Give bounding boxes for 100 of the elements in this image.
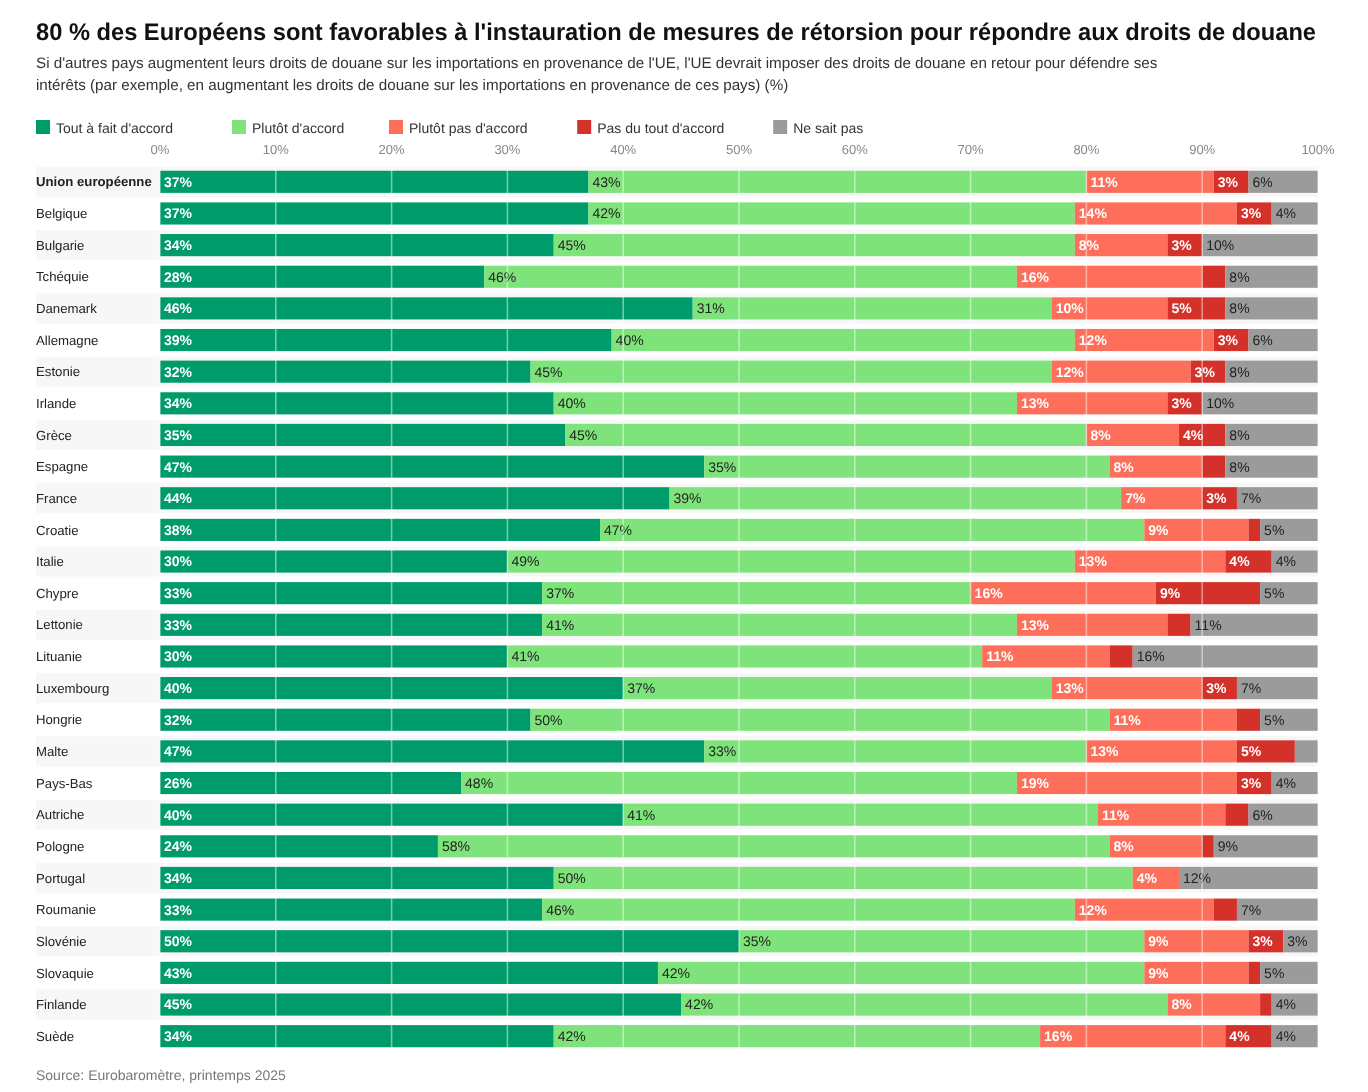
bar xyxy=(160,582,543,605)
bar xyxy=(1248,803,1318,826)
chart-title: 80 % des Européens sont favorables à l'instauration de mesures de rétorsion pour répondre aux droits de douane xyxy=(36,18,1335,46)
bar xyxy=(1109,708,1237,731)
bar xyxy=(1074,234,1168,257)
bar xyxy=(1074,328,1214,352)
bar xyxy=(1086,740,1237,763)
bar xyxy=(542,898,1075,921)
bar xyxy=(1086,170,1214,193)
bar xyxy=(970,582,1156,605)
bar xyxy=(1051,360,1191,383)
bar xyxy=(1051,297,1168,320)
bar xyxy=(1121,487,1203,510)
bar xyxy=(1040,1025,1226,1048)
bar xyxy=(160,487,670,510)
bar xyxy=(1109,455,1203,478)
bar xyxy=(1086,423,1180,447)
bar xyxy=(739,930,1145,953)
bar xyxy=(437,835,1110,858)
bar xyxy=(623,803,1098,826)
bar xyxy=(530,360,1052,383)
bar xyxy=(160,202,589,225)
bar xyxy=(1167,613,1191,636)
bar xyxy=(160,613,543,636)
bar xyxy=(553,392,1017,415)
bar xyxy=(1074,550,1226,573)
bar xyxy=(1225,297,1318,320)
bar xyxy=(160,645,508,668)
bar xyxy=(553,1025,1041,1048)
bar xyxy=(1202,265,1226,288)
bar xyxy=(588,202,1075,225)
bar xyxy=(1202,234,1318,257)
bar xyxy=(507,645,983,668)
bar xyxy=(1213,835,1318,858)
bar xyxy=(1248,170,1318,193)
bar xyxy=(1016,613,1168,636)
bar xyxy=(1248,518,1261,541)
bar xyxy=(160,170,589,193)
bar xyxy=(1225,455,1318,478)
bar xyxy=(160,1025,554,1048)
bar xyxy=(160,392,554,415)
bar xyxy=(160,930,739,953)
bar xyxy=(160,360,531,383)
bar xyxy=(160,898,543,921)
bar xyxy=(160,708,531,731)
bar xyxy=(1202,835,1214,858)
bar xyxy=(160,835,438,858)
bar xyxy=(160,265,485,288)
bar xyxy=(1202,392,1318,415)
bar xyxy=(1271,202,1318,225)
bar xyxy=(704,455,1110,478)
bar xyxy=(1074,202,1237,225)
bar xyxy=(1236,487,1318,510)
bar xyxy=(1051,677,1203,700)
bar xyxy=(1271,550,1318,573)
bar xyxy=(1225,423,1318,447)
bar xyxy=(1202,455,1226,478)
bar xyxy=(1109,835,1203,858)
bar xyxy=(1074,898,1214,921)
bar xyxy=(1016,265,1203,288)
bar xyxy=(1248,328,1318,352)
bar xyxy=(160,961,658,984)
bar xyxy=(982,645,1110,668)
bar xyxy=(160,866,554,890)
bar xyxy=(623,677,1052,700)
bar xyxy=(704,740,1087,763)
bar xyxy=(542,582,971,605)
bar xyxy=(160,423,566,447)
bar xyxy=(1155,582,1261,605)
bar xyxy=(1016,392,1168,415)
bar xyxy=(160,740,705,763)
bar xyxy=(1190,613,1318,636)
bar xyxy=(530,708,1110,731)
bar xyxy=(553,234,1075,257)
bar xyxy=(160,518,601,541)
bar xyxy=(1109,645,1133,668)
bar xyxy=(1016,771,1237,795)
bar xyxy=(1144,930,1249,953)
bar xyxy=(1225,360,1318,383)
bar xyxy=(1236,898,1318,921)
bar xyxy=(1132,645,1318,668)
bar xyxy=(1097,803,1226,826)
bar xyxy=(160,297,693,320)
bar xyxy=(160,803,624,826)
bar xyxy=(1236,677,1318,700)
bar xyxy=(1167,993,1261,1016)
bar xyxy=(160,771,462,795)
bar xyxy=(160,677,624,700)
bar xyxy=(160,455,705,478)
bar xyxy=(484,265,1017,288)
bar xyxy=(1225,803,1249,826)
bar xyxy=(1213,898,1237,921)
bar xyxy=(657,961,1145,984)
bar xyxy=(1144,961,1249,984)
bar xyxy=(542,613,1017,636)
bar xyxy=(600,518,1145,541)
bar xyxy=(160,550,508,573)
bar xyxy=(588,170,1087,193)
bar xyxy=(1225,265,1318,288)
bar xyxy=(1260,993,1272,1016)
